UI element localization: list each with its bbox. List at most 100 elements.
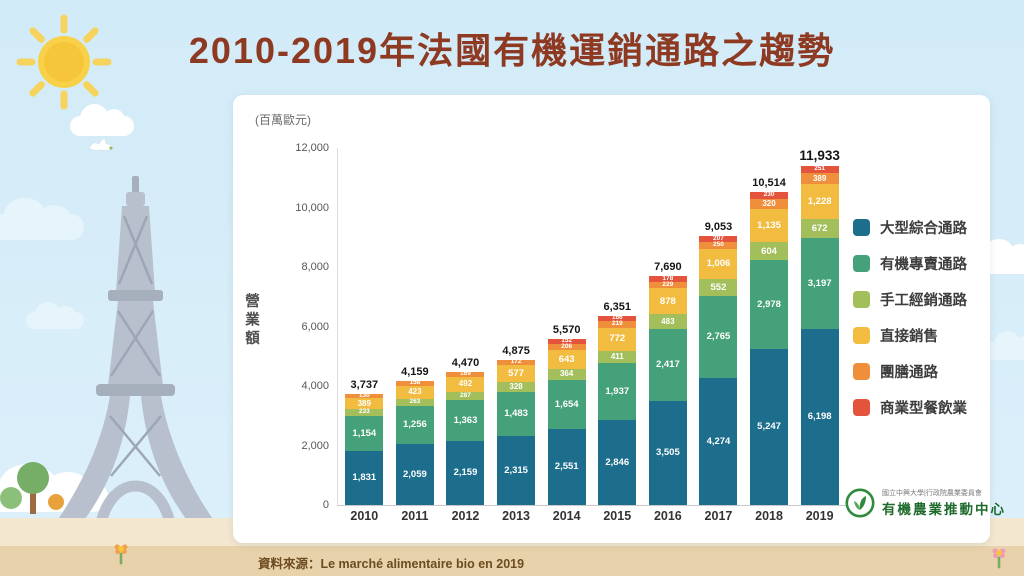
bar-segment: 328 (497, 382, 536, 393)
legend-item: 大型綜合通路 (853, 217, 967, 238)
x-axis-label-2014: 2014 (552, 509, 581, 523)
legend-label: 團膳通路 (880, 365, 938, 381)
legend-item: 手工經銷通路 (853, 289, 967, 310)
organic-center-logo: 國立中興大學|行政院農業委員會 有機農業推動中心 (845, 488, 1006, 518)
y-tick-label: 4,000 (301, 380, 329, 392)
bar-segment: 169 (446, 371, 485, 378)
bar-segment: 4,274 (699, 377, 738, 505)
bar-segment: 2,159 (446, 440, 485, 505)
bar-total-label: 6,351 (603, 301, 632, 314)
legend: 大型綜合通路 有機專賣通路 手工經銷通路 直接銷售團膳通路商業型餐飲業 (853, 217, 967, 433)
legend-label: 手工經銷通路 (880, 293, 967, 309)
bar-segment: 577 (497, 365, 536, 383)
footer-band (0, 546, 1024, 576)
cloud (26, 301, 84, 329)
bar-segment: 389 (800, 173, 839, 185)
bar-total-label: 3,737 (350, 378, 379, 391)
bar-segment: 423 (395, 386, 434, 399)
y-axis-ticks: 0 2,000 4,000 6,000 8,000 10,000 12,000 (247, 142, 329, 511)
bar-segment: 233 (345, 409, 384, 417)
bar-segment: 1,483 (497, 392, 536, 437)
bar-2013: 4,875 172 577 328 1,483 2,315 (491, 148, 542, 505)
legend-swatch (853, 363, 870, 380)
bar-segment: 1,363 (446, 400, 485, 441)
bar-segment: 1,228 (800, 184, 839, 220)
flower-icon (114, 544, 128, 565)
logo-title: 有機農業推動中心 (882, 502, 1006, 517)
bar-2014: 5,570 152 206 643 364 1,654 2,551 (541, 148, 592, 505)
sun-icon (16, 14, 112, 110)
bar-segment: 3,505 (648, 400, 687, 505)
legend-swatch (853, 327, 870, 344)
bar-segment: 320 (750, 199, 789, 209)
bar-total-label: 9,053 (704, 220, 733, 233)
bar-segment: 6,198 (800, 328, 839, 505)
x-axis-line (337, 505, 849, 506)
x-axis-label-2016: 2016 (653, 509, 682, 523)
bar-segment: 364 (547, 369, 586, 380)
tree-icon (0, 462, 64, 514)
legend-label: 直接銷售 (880, 329, 938, 345)
y-axis-label: 營業額 (243, 293, 259, 349)
legend-label: 商業型餐飲業 (880, 401, 967, 417)
x-axis-label-2013: 2013 (502, 509, 530, 523)
bar-segment: 2,059 (395, 443, 434, 505)
flower-icon (992, 548, 1006, 569)
bar-segment: 1,256 (395, 406, 434, 444)
x-axis-label-2018: 2018 (755, 509, 783, 523)
page-title: 2010-2019年法國有機運銷通路之趨勢 (188, 30, 836, 71)
bars-area: 3,737 130 389 233 1,154 1,831 4,159 158 423 263 1,… (339, 148, 845, 505)
bar-segment: 643 (547, 349, 586, 370)
bar-2011: 4,159 158 423 263 1,256 2,059 (390, 148, 441, 505)
bar-2019: 11,933 251 389 1,228 672 3,197 6,198 (794, 148, 845, 505)
y-tick-label: 12,000 (295, 142, 329, 154)
y-axis-line (337, 148, 338, 505)
bar-segment: 492 (446, 377, 485, 392)
bar-segment: 1,654 (547, 379, 586, 430)
y-tick-label: 0 (322, 499, 329, 511)
bar-segment: 230 (750, 192, 789, 200)
bar-segment: 263 (395, 398, 434, 407)
x-axis-label-2017: 2017 (704, 509, 733, 523)
bar-segment: 250 (699, 242, 738, 250)
bar-segment: 389 (345, 397, 384, 410)
bar-2012: 4,470 169 492 287 1,363 2,159 (440, 148, 491, 505)
bar-segment: 207 (699, 235, 738, 242)
legend-label: 大型綜合通路 (880, 221, 967, 237)
bar-segment: 2,417 (648, 328, 687, 401)
x-axis-label-2012: 2012 (451, 509, 480, 523)
bar-segment: 206 (547, 343, 586, 350)
bar-2018: 10,514 230 320 1,135 604 2,978 5,247 (744, 148, 795, 505)
cloud (70, 104, 134, 136)
bar-segment: 1,135 (750, 208, 789, 243)
bar-segment: 158 (395, 380, 434, 386)
bar-segment: 552 (699, 279, 738, 296)
legend-swatch (853, 291, 870, 308)
chart-card: (百萬歐元) 營業額 0 2,000 4,000 6,000 8,000 10,000 12… (233, 95, 1004, 543)
bar-total-label: 4,470 (451, 357, 480, 370)
legend-item: 商業型餐飲業 (853, 397, 967, 418)
bar-2017: 9,053 207 250 1,006 552 2,765 4,274 (693, 148, 744, 505)
bar-segment: 172 (497, 359, 536, 366)
legend-swatch (853, 255, 870, 272)
bar-segment: 772 (598, 327, 637, 351)
bar-total-label: 4,159 (401, 366, 429, 379)
legend-swatch (853, 399, 870, 416)
source-text: 資料來源：Le marché alimentaire bio en 2019 (258, 557, 525, 571)
bar-segment: 229 (648, 281, 687, 289)
bar-2010: 3,737 130 389 233 1,154 1,831 (339, 148, 390, 505)
x-axis-label-2019: 2019 (805, 509, 834, 523)
bar-segment: 1,937 (598, 362, 637, 421)
y-tick-label: 10,000 (295, 201, 329, 214)
eiffel-tower-illustration (52, 176, 219, 530)
bar-segment: 178 (648, 275, 687, 282)
legend-label: 有機專賣通路 (880, 257, 967, 273)
x-axis-label-2011: 2011 (401, 509, 429, 523)
legend-item: 直接銷售 (853, 325, 967, 346)
bar-segment: 2,315 (497, 436, 536, 505)
bar-segment: 3,197 (800, 238, 839, 329)
x-axis-label-2010: 2010 (350, 509, 379, 523)
bar-segment: 483 (648, 314, 687, 329)
bar-segment: 2,765 (699, 295, 738, 378)
dove-icon (88, 138, 115, 152)
